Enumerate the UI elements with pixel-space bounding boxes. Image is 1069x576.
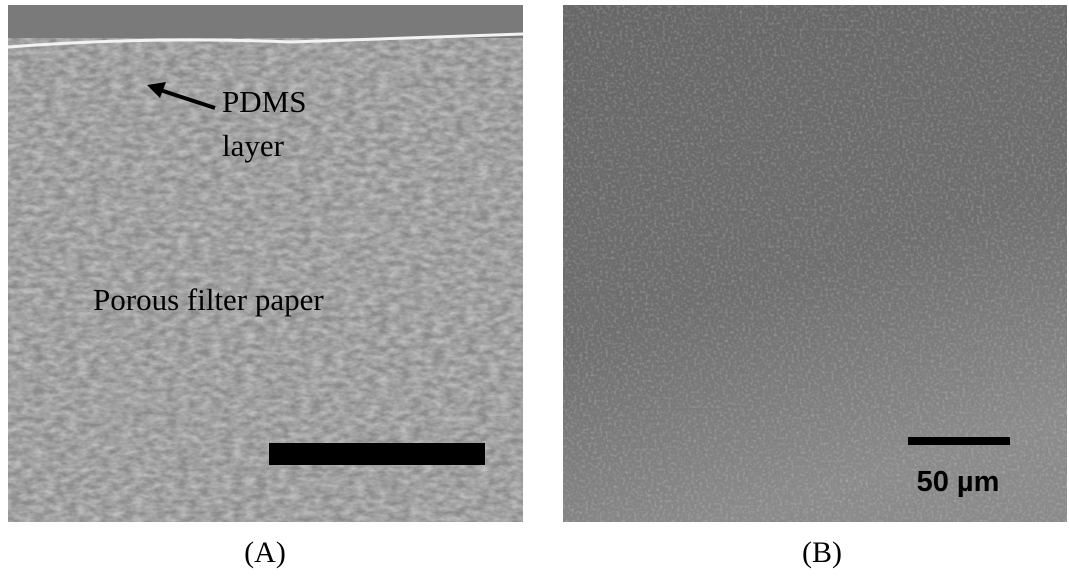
scale-bar — [908, 437, 1010, 445]
scale-label: 50 µm — [917, 466, 1000, 498]
panel-label: (B) — [802, 536, 842, 569]
annotation: PDMS — [222, 84, 306, 119]
figure: PDMS layer Porous filter paper (A) 50 µm… — [0, 0, 1069, 571]
annotation: Porous filter paper — [93, 282, 324, 317]
panel-label: (A) — [244, 536, 286, 569]
top-band — [8, 5, 523, 38]
page: PDMS layer Porous filter paper (A) 50 µm… — [0, 0, 1069, 571]
panel-b: 50 µm (B) — [563, 5, 1067, 569]
scale-bar — [269, 443, 485, 465]
annotation: layer — [222, 128, 285, 163]
panel-a: PDMS layer Porous filter paper (A) — [8, 5, 523, 569]
